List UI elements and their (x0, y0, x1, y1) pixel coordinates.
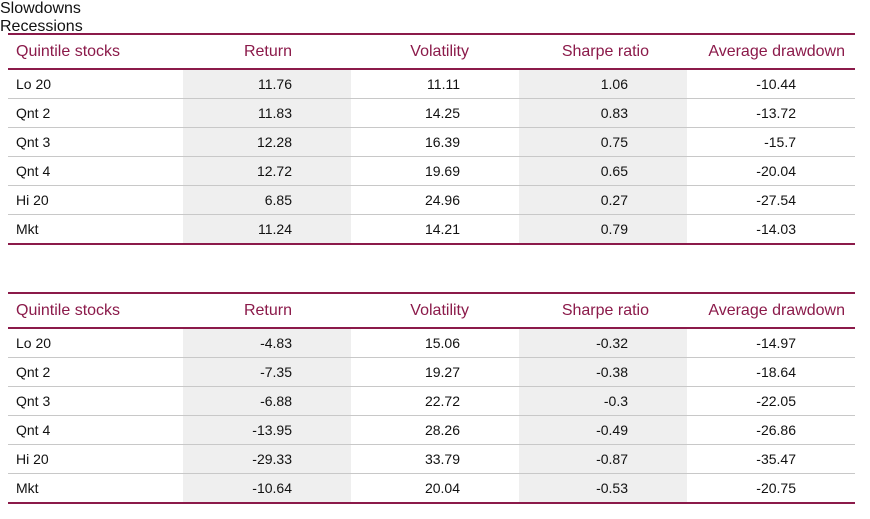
value-cell: -0.53 (519, 473, 687, 504)
value-cell: -0.32 (519, 328, 687, 358)
value-cell: -35.47 (687, 444, 855, 474)
value-cell: 19.69 (351, 156, 519, 186)
row-label: Qnt 3 (8, 386, 183, 416)
value-cell: -14.03 (687, 214, 855, 245)
value-cell: 19.27 (351, 357, 519, 387)
value-cell: 22.72 (351, 386, 519, 416)
value-cell: -26.86 (687, 415, 855, 445)
value-cell: -18.64 (687, 357, 855, 387)
value-cell: 28.26 (351, 415, 519, 445)
row-label: Qnt 4 (8, 156, 183, 186)
row-label: Mkt (8, 473, 183, 504)
column-header: Quintile stocks (8, 292, 183, 329)
row-label: Lo 20 (8, 69, 183, 99)
table-row: Qnt 3 -6.88 22.72 -0.3 -22.05 (8, 386, 855, 416)
value-cell: 15.06 (351, 328, 519, 358)
value-cell: -0.87 (519, 444, 687, 474)
value-cell: -22.05 (687, 386, 855, 416)
value-cell: 11.76 (183, 69, 351, 99)
value-cell: -14.97 (687, 328, 855, 358)
value-cell: -0.49 (519, 415, 687, 445)
row-label: Qnt 3 (8, 127, 183, 157)
value-cell: -0.3 (519, 386, 687, 416)
value-cell: 1.06 (519, 69, 687, 99)
table-header: Quintile stocks Return Volatility Sharpe ra… (8, 292, 855, 329)
value-cell: 6.85 (183, 185, 351, 215)
value-cell: 12.28 (183, 127, 351, 157)
value-cell: 0.75 (519, 127, 687, 157)
value-cell: -15.7 (687, 127, 855, 157)
table-row: Hi 20 6.85 24.96 0.27 -27.54 (8, 185, 855, 215)
value-cell: -7.35 (183, 357, 351, 387)
value-cell: -20.75 (687, 473, 855, 504)
value-cell: 20.04 (351, 473, 519, 504)
table-body: Lo 20 -4.83 15.06 -0.32 -14.97 Qnt 2 -7.35 19.2… (8, 328, 855, 504)
section-title: Recessions (0, 18, 83, 35)
value-cell: -27.54 (687, 185, 855, 215)
table-row: Hi 20 -29.33 33.79 -0.87 -35.47 (8, 444, 855, 474)
value-cell: -4.83 (183, 328, 351, 358)
value-cell: 14.25 (351, 98, 519, 128)
section-title: Slowdowns (0, 0, 81, 17)
column-header: Average drawdown (687, 292, 855, 329)
column-header: Volatility (351, 292, 519, 329)
row-label: Hi 20 (8, 185, 183, 215)
value-cell: 12.72 (183, 156, 351, 186)
value-cell: -20.04 (687, 156, 855, 186)
column-header: Sharpe ratio (519, 33, 687, 70)
value-cell: 0.27 (519, 185, 687, 215)
table-row: Lo 20 -4.83 15.06 -0.32 -14.97 (8, 328, 855, 358)
table-row: Qnt 2 11.83 14.25 0.83 -13.72 (8, 98, 855, 128)
value-cell: 0.79 (519, 214, 687, 245)
value-cell: 0.65 (519, 156, 687, 186)
table-row: Qnt 2 -7.35 19.27 -0.38 -18.64 (8, 357, 855, 387)
table-row: Qnt 3 12.28 16.39 0.75 -15.7 (8, 127, 855, 157)
value-cell: -29.33 (183, 444, 351, 474)
table-row: Qnt 4 12.72 19.69 0.65 -20.04 (8, 156, 855, 186)
row-label: Qnt 4 (8, 415, 183, 445)
column-header: Volatility (351, 33, 519, 70)
row-label: Mkt (8, 214, 183, 245)
column-header: Return (183, 33, 351, 70)
value-cell: 14.21 (351, 214, 519, 245)
value-cell: 24.96 (351, 185, 519, 215)
row-label: Qnt 2 (8, 98, 183, 128)
table-header: Quintile stocks Return Volatility Sharpe ra… (8, 33, 855, 70)
value-cell: 11.24 (183, 214, 351, 245)
value-cell: 11.11 (351, 69, 519, 99)
table-row: Mkt 11.24 14.21 0.79 -14.03 (8, 214, 855, 245)
value-cell: -10.44 (687, 69, 855, 99)
value-cell: 33.79 (351, 444, 519, 474)
row-label: Qnt 2 (8, 357, 183, 387)
column-header: Quintile stocks (8, 33, 183, 70)
data-table: Quintile stocks Return Volatility Sharpe ra… (8, 33, 855, 245)
value-cell: -10.64 (183, 473, 351, 504)
table-body: Lo 20 11.76 11.11 1.06 -10.44 Qnt 2 11.83 14.25… (8, 69, 855, 245)
column-header: Return (183, 292, 351, 329)
value-cell: -13.72 (687, 98, 855, 128)
value-cell: 0.83 (519, 98, 687, 128)
value-cell: 11.83 (183, 98, 351, 128)
row-label: Lo 20 (8, 328, 183, 358)
row-label: Hi 20 (8, 444, 183, 474)
table-row: Lo 20 11.76 11.11 1.06 -10.44 (8, 69, 855, 99)
table-row: Mkt -10.64 20.04 -0.53 -20.75 (8, 473, 855, 504)
table-row: Qnt 4 -13.95 28.26 -0.49 -26.86 (8, 415, 855, 445)
column-header: Average drawdown (687, 33, 855, 70)
value-cell: 16.39 (351, 127, 519, 157)
value-cell: -0.38 (519, 357, 687, 387)
column-header: Sharpe ratio (519, 292, 687, 329)
header-row: Quintile stocks Return Volatility Sharpe ra… (8, 292, 855, 329)
value-cell: -13.95 (183, 415, 351, 445)
data-table: Quintile stocks Return Volatility Sharpe ra… (8, 292, 855, 504)
header-row: Quintile stocks Return Volatility Sharpe ra… (8, 33, 855, 70)
value-cell: -6.88 (183, 386, 351, 416)
